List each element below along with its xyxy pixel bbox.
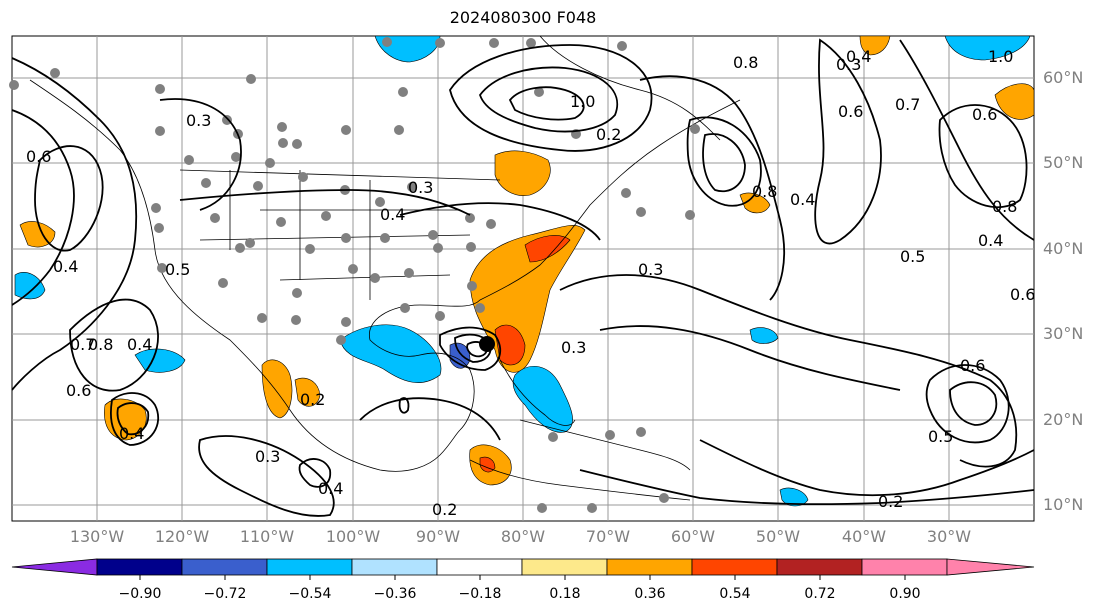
colorbar-segment: [776, 558, 863, 576]
colorbar-segment: [606, 558, 693, 576]
lon-label: 130°W: [69, 527, 125, 546]
contour-label: 0.3: [836, 55, 861, 74]
contour-label: 0.2: [300, 390, 325, 409]
colorbar-segment: [351, 558, 438, 576]
colorbar: [11, 558, 1035, 576]
contour-label: 0.4: [380, 205, 405, 224]
colorbar-segment: [946, 558, 1035, 576]
orange-field-mexico-2: [294, 377, 321, 407]
colorbar-tick-label: 0.72: [804, 586, 836, 602]
contour-label: 0.5: [928, 427, 953, 446]
blue-field-gulf: [339, 324, 442, 383]
contour-label: 0.5: [900, 247, 925, 266]
contour-label: 0.4: [53, 257, 78, 276]
blue-field-pacific: [134, 348, 186, 373]
colorbar-segment: [436, 558, 523, 576]
contour-label: 0.4: [127, 335, 152, 354]
contour-label: 0.7: [895, 95, 920, 114]
lon-label: 80°W: [500, 527, 546, 546]
red-field-caribbean: [479, 456, 496, 473]
colorbar-segment: [691, 558, 778, 576]
contour-lines: [11, 38, 1035, 517]
lat-label: 20°N: [1043, 410, 1084, 429]
coastlines: [29, 35, 741, 501]
contour-label: 0.7: [70, 335, 95, 354]
contour-label: 0.4: [978, 231, 1003, 250]
lon-label: 40°W: [841, 527, 887, 546]
contour-label: 0.3: [638, 260, 663, 279]
contour-label: 0.6: [960, 356, 985, 375]
contour-label: 0.3: [408, 178, 433, 197]
lon-label: 110°W: [239, 527, 295, 546]
orange-field-canada-north: [859, 35, 891, 56]
colorbar-tick-label: 0.36: [634, 586, 666, 602]
contour-label: 1.0: [988, 47, 1013, 66]
red-field-us-east: [524, 235, 571, 263]
colorbar-segment: [96, 558, 183, 576]
contour-label: 0.2: [432, 500, 457, 519]
lat-label: 50°N: [1043, 153, 1084, 172]
contour-label: 0.8: [733, 53, 758, 72]
lat-label: 60°N: [1043, 68, 1084, 87]
contour-label-group: 0.3 0.6 0.4 0.4 0.7 0.8 0.4 0.6 0.5 0.3 …: [26, 47, 1035, 519]
colorbar-segment: [266, 558, 353, 576]
orange-field-mexico: [261, 359, 293, 419]
lon-label: 50°W: [755, 527, 801, 546]
lat-label: 40°N: [1043, 239, 1084, 258]
colorbar-tick-label: −0.54: [288, 586, 332, 602]
red-field-hurricane: [494, 324, 526, 366]
colorbar-tick-label: 0.90: [889, 586, 921, 602]
contour-label: 0.2: [878, 492, 903, 511]
lon-label: 100°W: [325, 527, 381, 546]
contour-label: 0.3: [561, 338, 586, 357]
colorbar-segment: [861, 558, 948, 576]
contour-label: 0.4: [318, 479, 343, 498]
blue-field-north-atlantic: [944, 35, 1031, 61]
colorbar-tick-label: −0.36: [373, 586, 417, 602]
hurricane-center-marker: [479, 336, 495, 352]
contour-label: 0.6: [66, 381, 91, 400]
contour-label: 0.6: [838, 102, 863, 121]
lon-label: 90°W: [415, 527, 461, 546]
blue-field-florida: [512, 366, 573, 433]
contour-label: 0.2: [596, 125, 621, 144]
contour-label: 0.8: [88, 335, 113, 354]
contour-label: 0.4: [119, 424, 144, 443]
contour-label: 0.6: [972, 105, 997, 124]
lon-label: 60°W: [670, 527, 716, 546]
contour-label: 0.6: [1010, 285, 1035, 304]
contour-label: 0.4: [846, 47, 871, 66]
contour-label: 0.3: [186, 111, 211, 130]
colorbar-segment: [181, 558, 268, 576]
contour-label: 1.0: [570, 92, 595, 111]
contour-label: 0.5: [165, 260, 190, 279]
blue-field-pacific-2: [14, 271, 46, 300]
blue-field-mid-atlantic: [749, 327, 779, 344]
contour-label: 0.4: [790, 190, 815, 209]
colorbar-tick-label: −0.72: [203, 586, 247, 602]
lon-label: 30°W: [926, 527, 972, 546]
colorbar-segment: [521, 558, 608, 576]
colorbar-tick-label: 0.54: [719, 586, 751, 602]
lat-label: 30°N: [1043, 324, 1084, 343]
station-dots: [9, 37, 700, 513]
orange-field-atlantic-east: [739, 192, 771, 214]
orange-field-north-atlantic: [994, 83, 1035, 120]
colorbar-tick-label: −0.90: [118, 586, 162, 602]
shaded-fields: [14, 35, 1035, 507]
lon-label: 70°W: [585, 527, 631, 546]
colorbar-tick-label: −0.18: [458, 586, 502, 602]
orange-field-canada: [494, 150, 551, 196]
lon-label: 120°W: [154, 527, 210, 546]
contour-label: 0.6: [26, 147, 51, 166]
colorbar-tick-label: 0.18: [549, 586, 581, 602]
contour-label: 0.3: [255, 447, 280, 466]
map-title: 2024080300 F048: [449, 8, 597, 27]
colorbar-ticks: [139, 575, 906, 580]
lat-label: 10°N: [1043, 495, 1084, 514]
contour-label: 0.8: [752, 182, 777, 201]
colorbar-segment: [11, 558, 98, 576]
contour-label: 0.8: [992, 197, 1017, 216]
